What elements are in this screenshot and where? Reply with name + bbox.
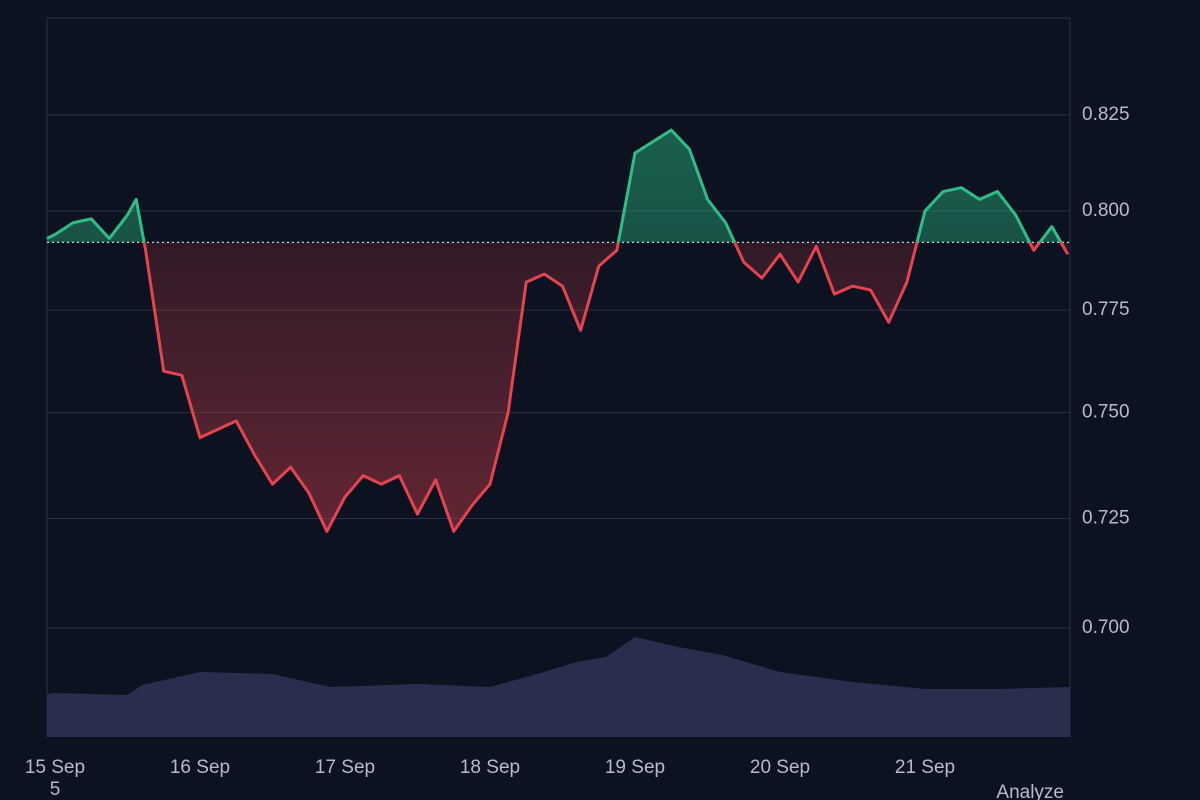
line-down — [142, 242, 1070, 533]
x-tick-label: 17 Sep — [315, 757, 375, 778]
area-up — [47, 130, 1061, 243]
y-tick-label: 0.700 — [1082, 617, 1130, 638]
volume-area — [47, 637, 1070, 737]
x-tick-label: 19 Sep — [605, 757, 665, 778]
y-tick-label: 0.750 — [1082, 402, 1130, 423]
y-tick-label: 0.775 — [1082, 299, 1130, 320]
area-down — [47, 242, 1068, 532]
x-tick-label: 20 Sep — [750, 757, 810, 778]
x-tick-label: 16 Sep — [170, 757, 230, 778]
y-tick-label: 0.825 — [1082, 104, 1130, 125]
x-tick-label: 15 Sep — [25, 757, 85, 778]
x-tick-label: 21 Sep — [895, 757, 955, 778]
x-tick-label: 18 Sep — [460, 757, 520, 778]
y-tick-label: 0.725 — [1082, 507, 1130, 528]
y-tick-label: 0.800 — [1082, 200, 1130, 221]
footer-left: 5 — [50, 779, 61, 800]
footer-right[interactable]: Analyze — [996, 782, 1064, 800]
